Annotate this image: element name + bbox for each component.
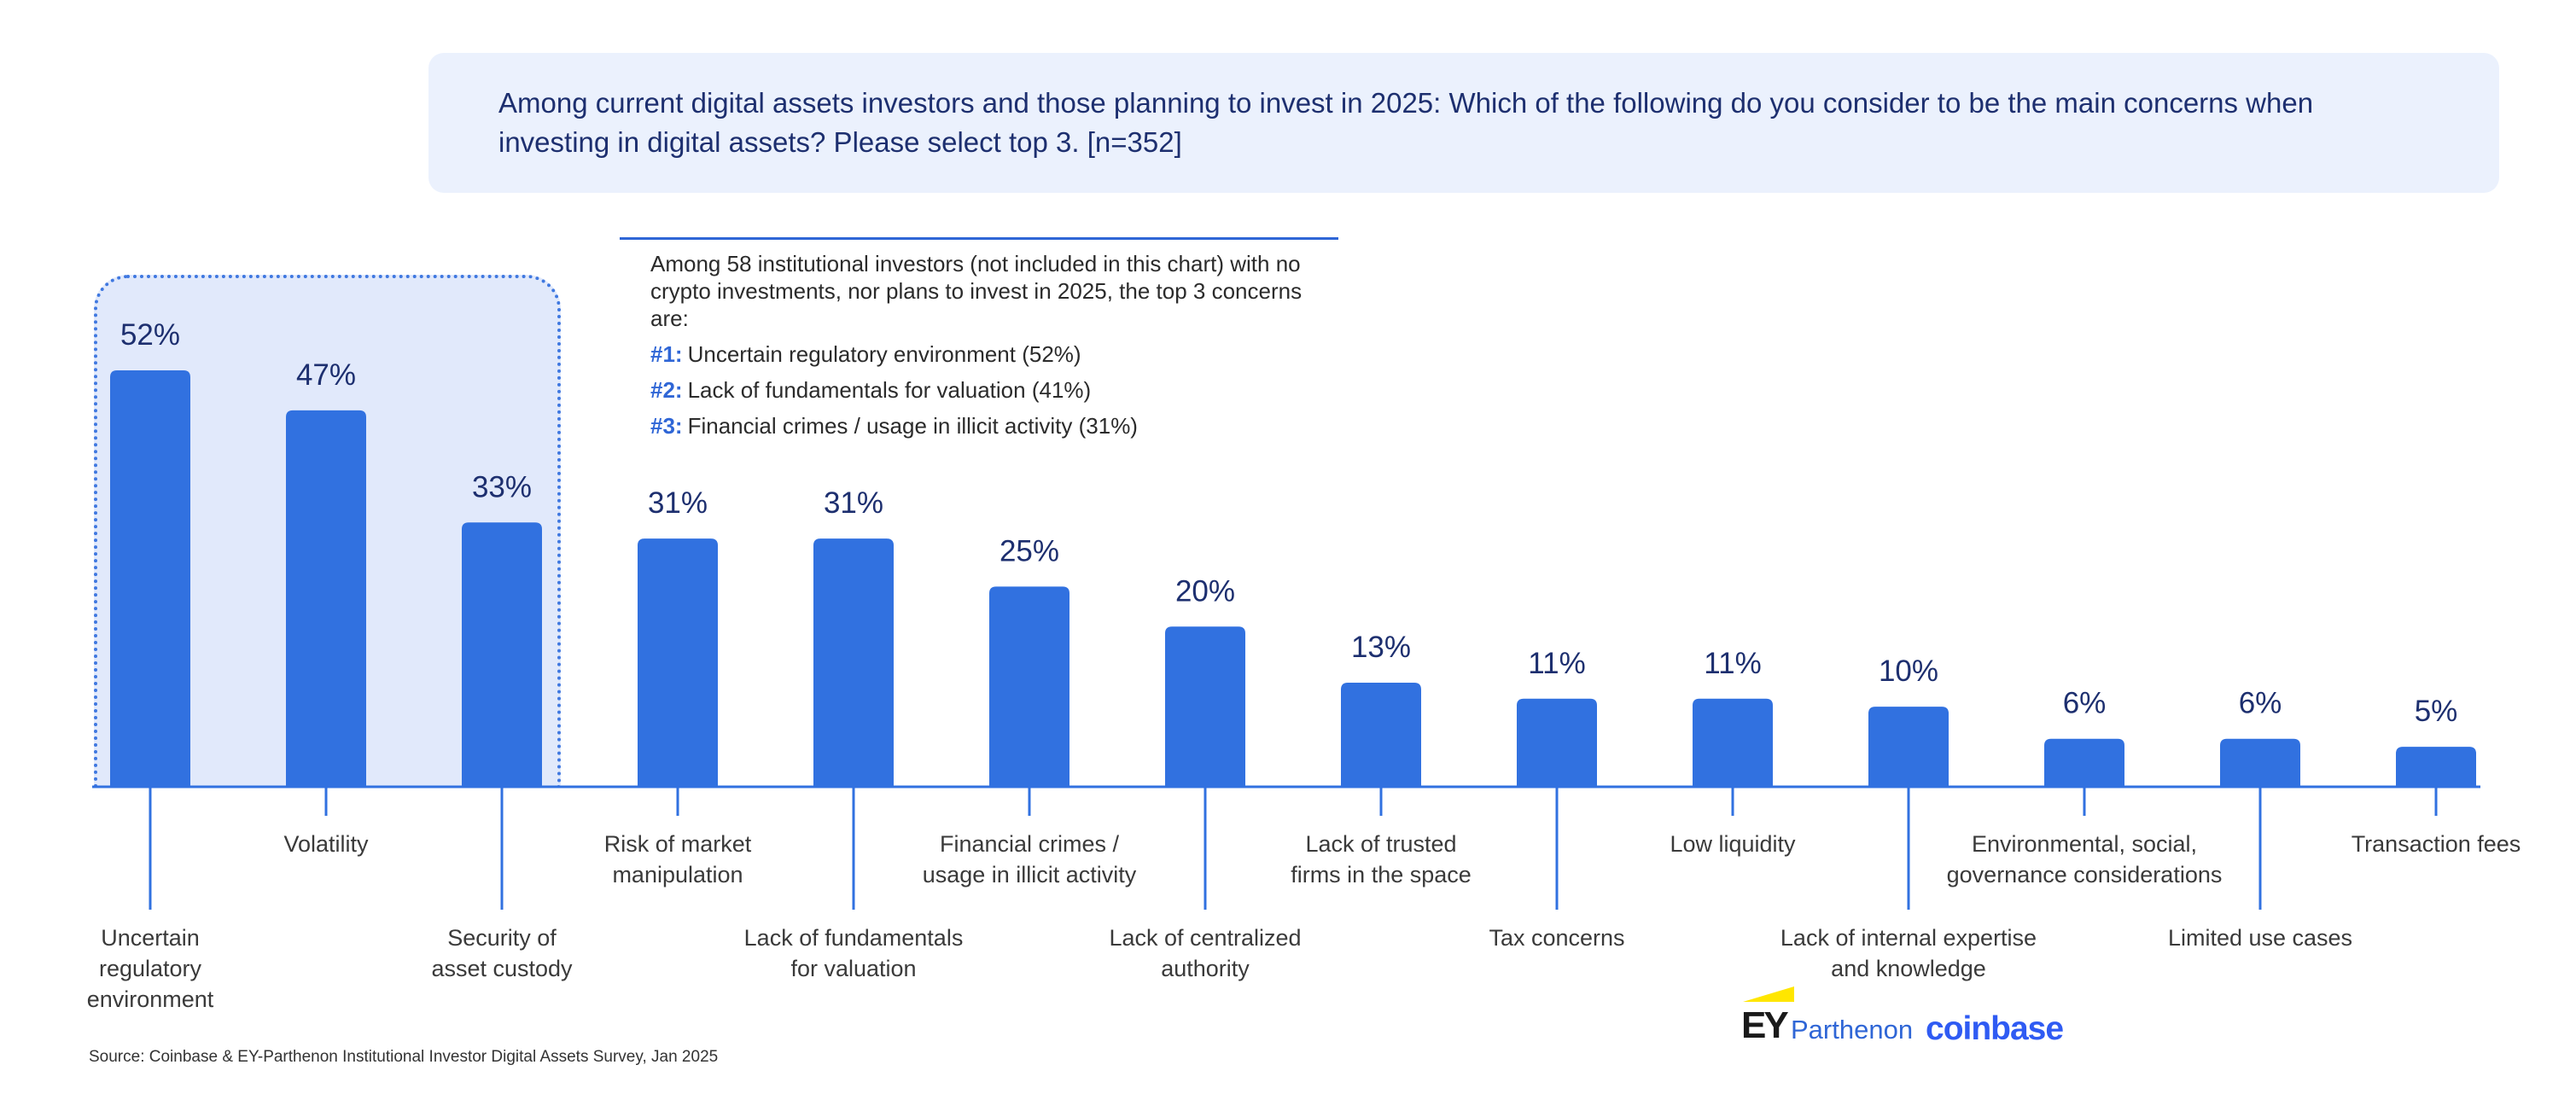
ey-parthenon-logo: EY Parthenon <box>1738 986 1913 1046</box>
parthenon-logo-text: Parthenon <box>1791 1015 1914 1045</box>
note-item-number: #3: <box>650 413 683 439</box>
bar <box>2396 747 2476 787</box>
category-label: Risk of market <box>604 831 752 857</box>
note-item-text: Lack of fundamentals for valuation (41%) <box>687 377 1092 403</box>
question-box: Among current digital assets investors a… <box>428 53 2499 193</box>
value-label: 6% <box>2239 687 2282 720</box>
category-label: Uncertain <box>101 925 200 951</box>
category-label: authority <box>1161 956 1250 981</box>
category-label: Environmental, social, <box>1972 831 2197 857</box>
note-item-3: #3: Financial crimes / usage in illicit a… <box>650 412 1338 439</box>
note-item-text: Uncertain regulatory environment (52%) <box>687 341 1081 367</box>
bar <box>286 410 366 787</box>
bar <box>1165 626 1245 787</box>
value-label: 31% <box>824 486 883 520</box>
note-item-1: #1: Uncertain regulatory environment (52%… <box>650 340 1338 368</box>
ey-yellow-beam-icon <box>1743 986 1794 1002</box>
ey-logo-text: EY <box>1741 1004 1789 1046</box>
survey-question: Among current digital assets investors a… <box>498 87 2314 158</box>
category-label: Low liquidity <box>1670 831 1796 857</box>
category-label: manipulation <box>612 862 743 887</box>
bar <box>2220 738 2300 787</box>
value-label: 25% <box>1000 534 1059 567</box>
value-label: 11% <box>1704 647 1761 680</box>
category-label: Tax concerns <box>1489 925 1624 951</box>
category-label: Security of <box>447 925 557 951</box>
category-label: Transaction fees <box>2352 831 2521 857</box>
value-label: 11% <box>1528 647 1585 680</box>
value-label: 31% <box>648 486 708 520</box>
bar <box>1693 698 1773 787</box>
source-note: Source: Coinbase & EY-Parthenon Institut… <box>89 1048 719 1066</box>
category-label: Financial crimes / <box>940 831 1120 857</box>
value-label: 47% <box>296 358 356 392</box>
note-item-number: #2: <box>650 377 683 403</box>
bar <box>1341 683 1421 787</box>
note-item-2: #2: Lack of fundamentals for valuation (4… <box>650 376 1338 404</box>
category-label: Lack of centralized <box>1109 925 1301 951</box>
value-label: 52% <box>120 318 180 352</box>
note-intro: Among 58 institutional investors (not in… <box>650 251 1303 331</box>
category-label: asset custody <box>431 956 573 981</box>
category-label: Lack of trusted <box>1305 831 1456 857</box>
category-label: Lack of fundamentals <box>744 925 964 951</box>
value-label: 13% <box>1351 631 1411 664</box>
bar <box>1517 698 1597 787</box>
category-label: environment <box>87 986 214 1012</box>
category-label: usage in illicit activity <box>923 862 1137 887</box>
bar <box>110 370 190 787</box>
bar <box>638 538 718 787</box>
value-label: 10% <box>1879 655 1938 688</box>
note-item-text: Financial crimes / usage in illicit acti… <box>687 413 1138 439</box>
category-label: Limited use cases <box>2168 925 2352 951</box>
category-label: governance considerations <box>1947 862 2223 887</box>
category-label: regulatory <box>99 956 202 981</box>
bar <box>989 586 1069 787</box>
category-label: for valuation <box>790 956 916 981</box>
bar <box>813 538 894 787</box>
category-label: Lack of internal expertise <box>1780 925 2037 951</box>
value-label: 20% <box>1175 574 1235 608</box>
note-item-number: #1: <box>650 341 683 367</box>
category-label: Volatility <box>283 831 369 857</box>
category-label: firms in the space <box>1291 862 1472 887</box>
bar <box>2044 738 2124 787</box>
category-label: and knowledge <box>1831 956 1986 981</box>
value-label: 6% <box>2063 687 2107 720</box>
value-label: 5% <box>2415 695 2458 728</box>
bar <box>462 522 542 787</box>
coinbase-logo: coinbase <box>1926 1010 2064 1047</box>
note-panel: Among 58 institutional investors (not in… <box>620 237 1338 439</box>
value-label: 33% <box>472 470 532 503</box>
bar <box>1868 707 1949 787</box>
